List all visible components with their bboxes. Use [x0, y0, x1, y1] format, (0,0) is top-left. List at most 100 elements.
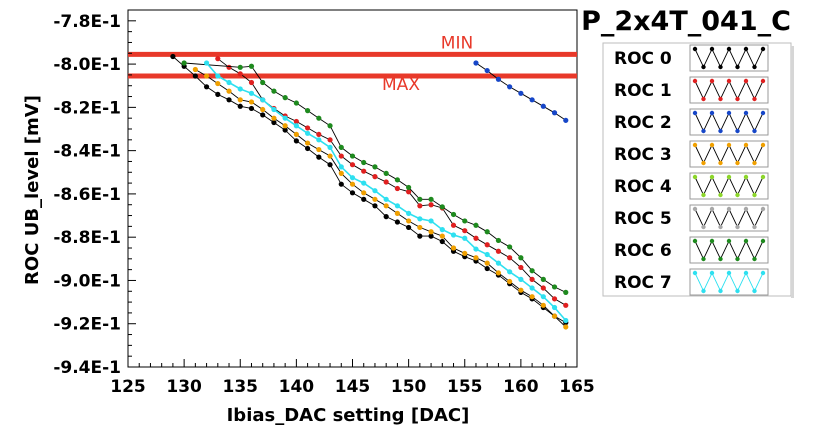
data-point-roc-7	[518, 277, 523, 282]
data-point-roc-6	[294, 100, 299, 105]
data-point-roc-7	[530, 285, 535, 290]
data-point-roc-0	[440, 239, 445, 244]
data-point-roc-7	[563, 318, 568, 323]
data-point-roc-7	[485, 252, 490, 257]
legend-swatch-marker	[718, 161, 722, 165]
data-point-roc-6	[260, 80, 265, 85]
data-point-roc-7	[541, 294, 546, 299]
legend-swatch-marker	[744, 239, 748, 243]
data-point-roc-6	[451, 212, 456, 217]
data-point-roc-1	[226, 65, 231, 70]
data-point-roc-1	[563, 303, 568, 308]
legend-shadow	[791, 46, 794, 298]
data-point-roc-7	[215, 73, 220, 78]
data-point-roc-3	[316, 147, 321, 152]
legend-swatch-marker	[727, 47, 731, 51]
legend-swatch-marker	[735, 129, 739, 133]
data-point-roc-3	[327, 153, 332, 158]
data-point-roc-7	[462, 236, 467, 241]
data-point-roc-0	[305, 146, 310, 151]
data-point-roc-0	[316, 155, 321, 160]
legend-label: ROC 5	[614, 209, 672, 229]
data-point-roc-3	[204, 73, 209, 78]
data-point-roc-3	[339, 171, 344, 176]
data-point-roc-0	[226, 97, 231, 102]
data-point-roc-7	[552, 305, 557, 310]
data-point-roc-1	[496, 249, 501, 254]
data-point-roc-3	[485, 261, 490, 266]
legend-swatch-marker	[752, 97, 756, 101]
legend-swatch-marker	[693, 239, 697, 243]
legend-swatch-marker	[701, 257, 705, 261]
data-point-roc-6	[406, 185, 411, 190]
data-point-roc-1	[384, 179, 389, 184]
data-point-roc-7	[283, 116, 288, 121]
legend-swatch-marker	[735, 289, 739, 293]
data-point-roc-7	[238, 86, 243, 91]
data-point-roc-7	[440, 227, 445, 232]
legend-item-roc-4: ROC 4	[614, 173, 768, 199]
legend-swatch-marker	[693, 143, 697, 147]
data-point-roc-6	[339, 145, 344, 150]
legend-swatch-marker	[710, 175, 714, 179]
data-point-roc-6	[417, 197, 422, 202]
data-point-roc-3	[294, 132, 299, 137]
data-point-roc-0	[339, 182, 344, 187]
legend-swatch-marker	[710, 79, 714, 83]
y-tick-label: -8.0E-1	[53, 55, 121, 75]
data-point-roc-1	[350, 162, 355, 167]
data-point-roc-3	[541, 303, 546, 308]
data-point-roc-0	[193, 73, 198, 78]
legend-swatch-marker	[701, 129, 705, 133]
legend-swatch-marker	[693, 111, 697, 115]
data-point-roc-7	[372, 188, 377, 193]
data-point-roc-7	[226, 80, 231, 85]
y-tick-label: -8.8E-1	[53, 228, 121, 248]
legend-label: ROC 7	[614, 273, 672, 293]
data-point-roc-7	[316, 137, 321, 142]
y-tick-label: -8.4E-1	[53, 142, 121, 162]
legend-swatch-marker	[761, 207, 765, 211]
data-point-roc-6	[384, 171, 389, 176]
data-point-roc-6	[238, 65, 243, 70]
data-point-roc-1	[361, 169, 366, 174]
legend-label: ROC 6	[614, 241, 672, 261]
x-tick-label: 135	[223, 377, 259, 397]
legend-label: ROC 0	[614, 49, 672, 69]
data-point-roc-7	[350, 175, 355, 180]
data-point-roc-7	[507, 269, 512, 274]
data-point-roc-3	[563, 324, 568, 329]
data-point-roc-1	[485, 242, 490, 247]
legend-label: ROC 1	[614, 81, 672, 101]
y-tick-label: -7.8E-1	[53, 12, 121, 32]
legend-swatch-marker	[718, 65, 722, 69]
data-point-roc-0	[384, 214, 389, 219]
legend-item-roc-3: ROC 3	[614, 141, 768, 167]
legend-swatch-marker	[752, 65, 756, 69]
legend-item-roc-6: ROC 6	[614, 237, 768, 263]
data-point-roc-6	[316, 116, 321, 121]
chart-title: P_2x4T_041_C	[581, 6, 791, 37]
x-tick-label: 160	[503, 377, 539, 397]
legend-swatch-marker	[752, 193, 756, 197]
y-tick-label: -8.6E-1	[53, 185, 121, 205]
data-point-roc-1	[451, 223, 456, 228]
data-point-roc-0	[372, 203, 377, 208]
legend-swatch-marker	[752, 257, 756, 261]
data-point-roc-7	[305, 131, 310, 136]
data-point-roc-7	[204, 60, 209, 65]
data-point-roc-3	[440, 234, 445, 239]
legend-swatch-marker	[710, 207, 714, 211]
data-point-roc-7	[473, 246, 478, 251]
legend-swatch-marker	[761, 175, 765, 179]
data-point-roc-3	[518, 288, 523, 293]
legend-swatch-marker	[701, 289, 705, 293]
legend-swatch-marker	[718, 193, 722, 197]
legend-swatch-marker	[744, 79, 748, 83]
data-point-roc-2	[541, 104, 546, 109]
x-tick-label: 125	[110, 377, 146, 397]
legend-item-roc-0: ROC 0	[614, 45, 768, 71]
data-point-roc-0	[260, 112, 265, 117]
data-point-roc-6	[271, 89, 276, 94]
data-point-roc-0	[361, 197, 366, 202]
